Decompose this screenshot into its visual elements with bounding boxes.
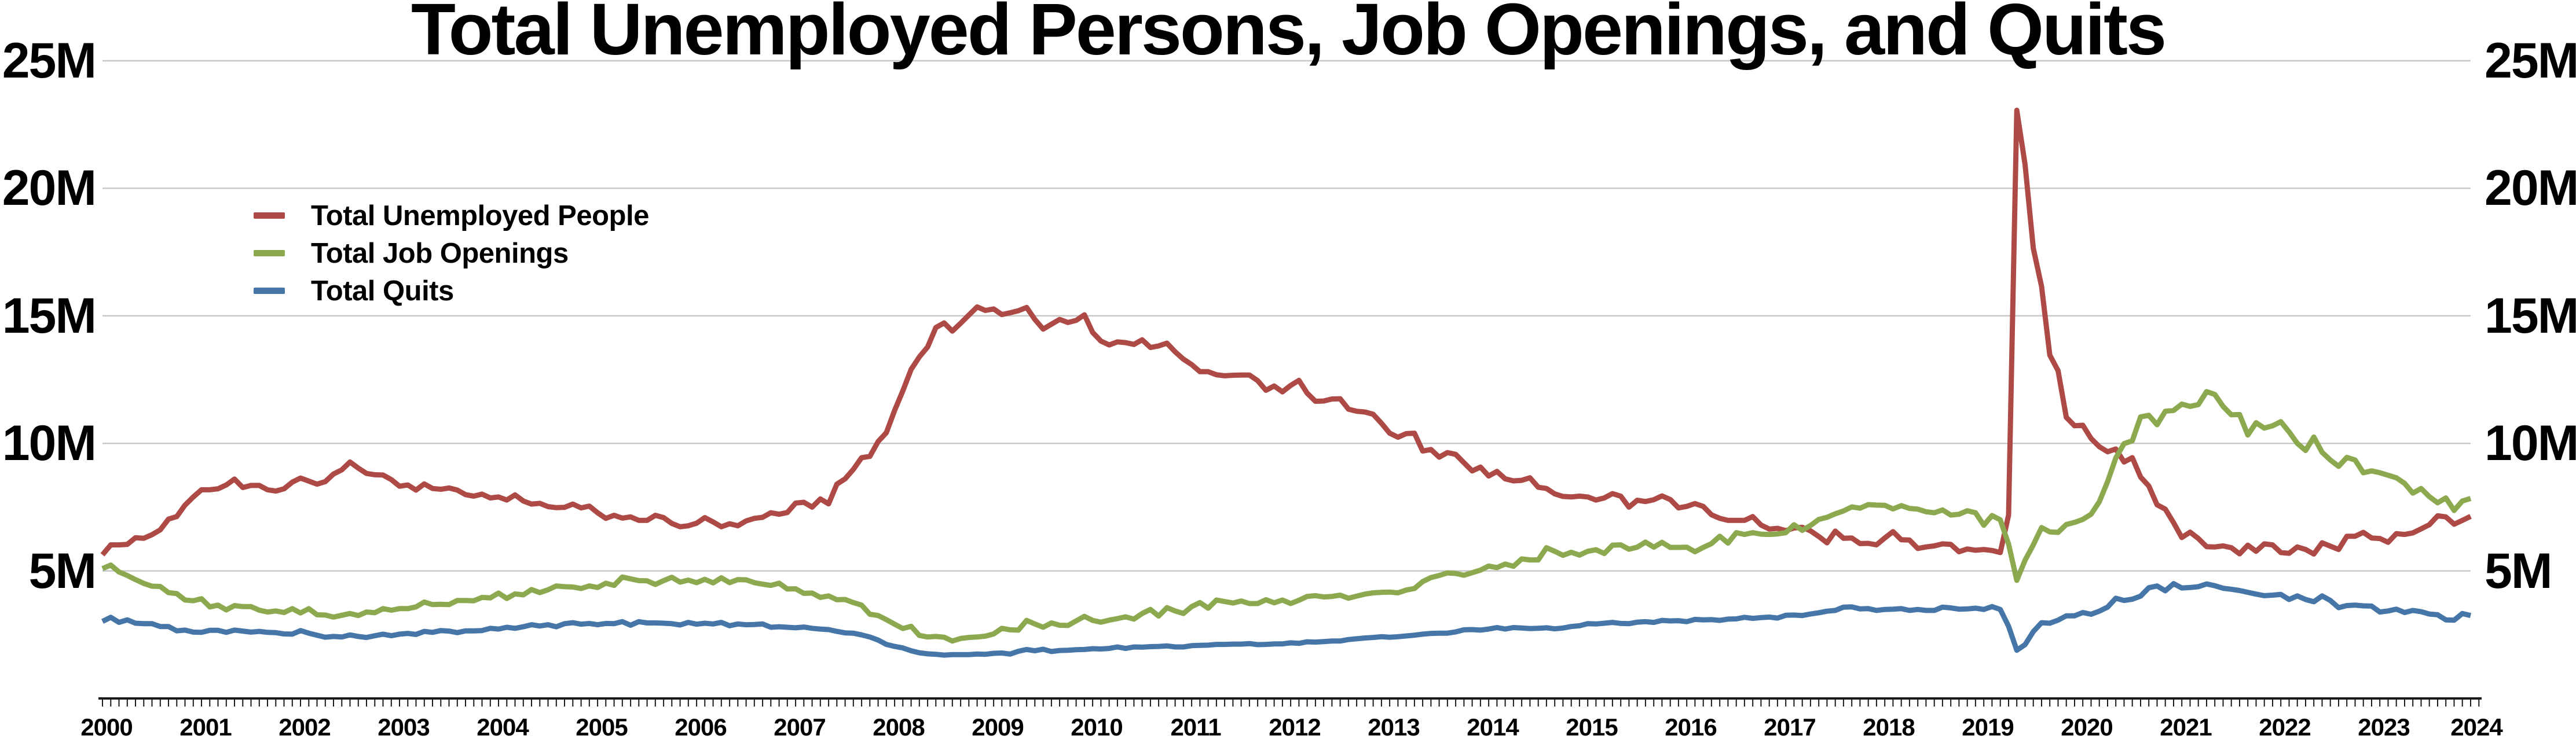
x-label-2018: 2018 (1863, 713, 1915, 741)
x-label-2009: 2009 (972, 713, 1024, 741)
series-line-job_openings (101, 389, 2472, 644)
x-label-2003: 2003 (378, 713, 430, 741)
x-label-2019: 2019 (1962, 713, 2014, 741)
legend-item-quits: Total Quits (254, 272, 649, 310)
y-label-left-20m: 20M (2, 160, 97, 216)
y-label-left-15m: 15M (2, 288, 97, 344)
x-label-2022: 2022 (2259, 713, 2311, 741)
series-line-quits (101, 581, 2472, 658)
y-label-right-25m: 25M (2485, 33, 2576, 89)
x-label-2012: 2012 (1269, 713, 1321, 741)
y-label-left-25m: 25M (2, 33, 97, 89)
legend-item-unemployed: Total Unemployed People (254, 197, 649, 234)
x-label-2005: 2005 (576, 713, 628, 741)
x-label-2000: 2000 (80, 713, 133, 741)
y-label-right-10m: 10M (2485, 415, 2576, 471)
x-label-2006: 2006 (675, 713, 727, 741)
x-label-2021: 2021 (2160, 713, 2212, 741)
y-label-right-15m: 15M (2485, 288, 2576, 344)
x-label-2014: 2014 (1467, 713, 1519, 741)
x-label-2004: 2004 (477, 713, 529, 741)
y-label-left-5m: 5M (28, 543, 97, 599)
x-label-2001: 2001 (179, 713, 232, 741)
y-label-right-5m: 5M (2485, 543, 2552, 599)
series-line-unemployed (100, 108, 2472, 557)
x-label-2017: 2017 (1764, 713, 1816, 741)
x-label-2002: 2002 (279, 713, 331, 741)
x-label-2013: 2013 (1368, 713, 1420, 741)
legend-swatch-quits (254, 288, 285, 294)
legend: Total Unemployed People Total Job Openin… (254, 197, 649, 310)
chart-title: Total Unemployed Persons, Job Openings, … (411, 0, 2167, 70)
legend-swatch-job-openings (254, 250, 285, 256)
legend-label-quits: Total Quits (311, 275, 454, 307)
x-label-2010: 2010 (1071, 713, 1123, 741)
x-label-2020: 2020 (2061, 713, 2113, 741)
legend-item-job-openings: Total Job Openings (254, 234, 649, 272)
x-label-2007: 2007 (774, 713, 826, 741)
legend-swatch-unemployed (254, 212, 285, 219)
x-label-2024: 2024 (2450, 713, 2502, 741)
y-label-right-20m: 20M (2485, 160, 2576, 216)
legend-label-unemployed: Total Unemployed People (311, 200, 649, 231)
legend-label-job-openings: Total Job Openings (311, 237, 569, 269)
y-label-left-10m: 10M (2, 415, 97, 471)
x-label-2016: 2016 (1665, 713, 1717, 741)
x-label-2015: 2015 (1566, 713, 1618, 741)
x-label-2023: 2023 (2358, 713, 2410, 741)
x-label-2008: 2008 (873, 713, 925, 741)
x-label-2011: 2011 (1170, 713, 1221, 741)
